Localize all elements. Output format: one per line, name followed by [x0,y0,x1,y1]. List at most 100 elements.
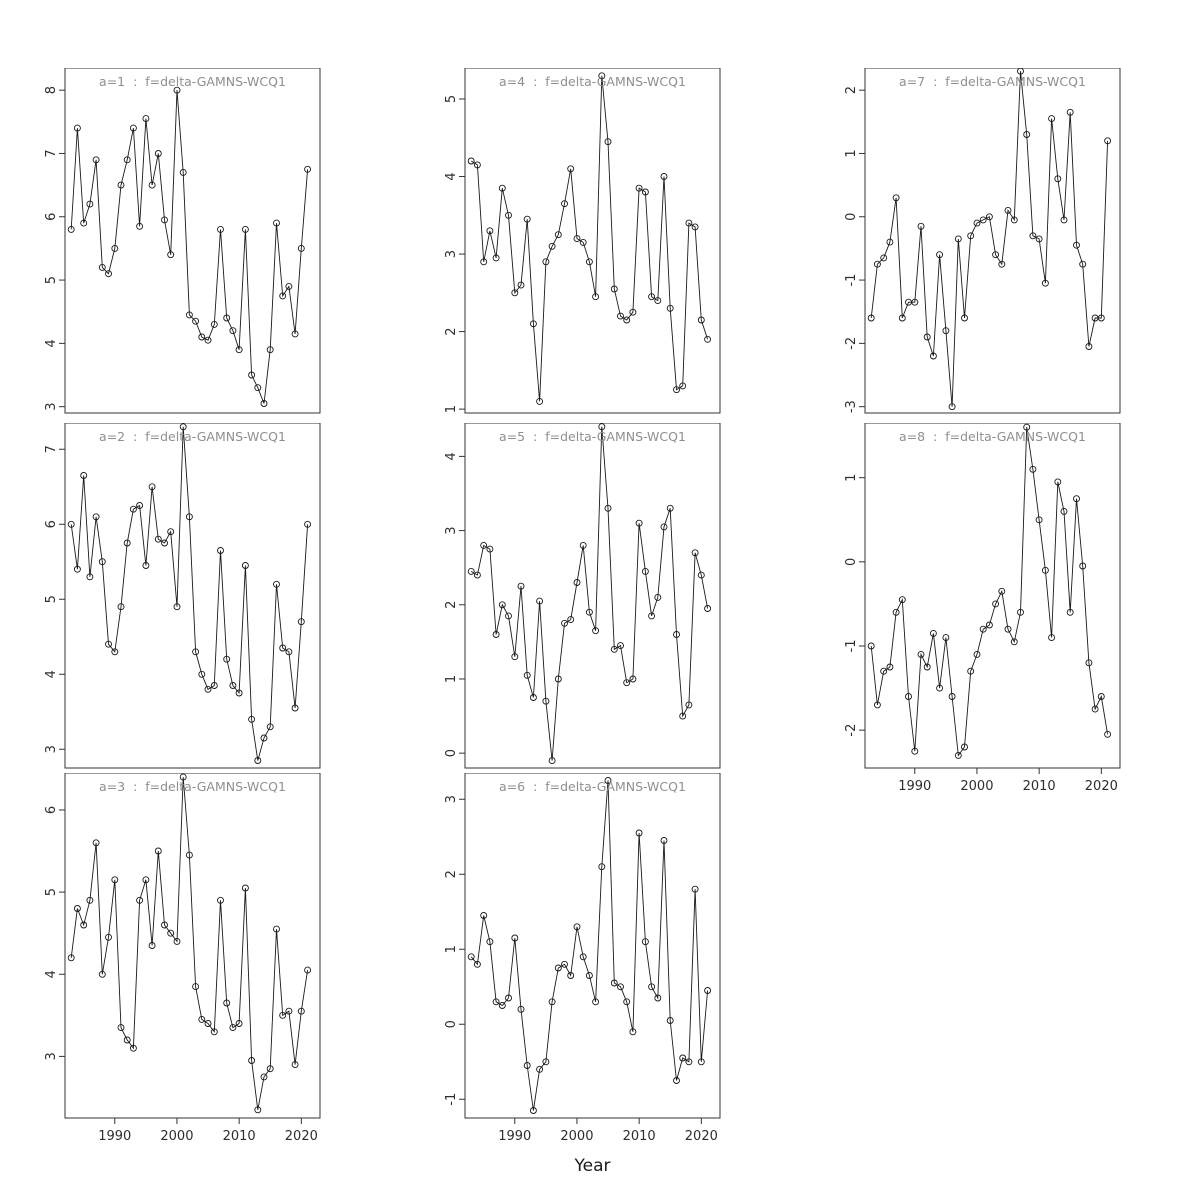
observation-point [685,219,693,227]
observation-point [635,519,643,527]
observation-point [898,596,906,604]
observation-point [567,616,575,624]
observation-point [517,1005,525,1013]
observation-point [1017,68,1024,75]
fit-line [870,71,1109,407]
observation-point [98,558,106,566]
observation-point [254,1106,262,1114]
panel-a8: -2 -1 0 1 1990 2000 2010 2020 a=8 : f=delta-GAM… [815,423,1125,808]
observation-point [704,987,712,994]
observation-point [697,1058,705,1066]
observation-point [567,972,575,979]
observation-point [598,72,606,80]
observation-point [498,1002,506,1009]
observation-point [273,580,280,588]
y-tick-label: 4 [44,970,59,978]
observation-point [1035,516,1043,524]
observation-point [86,896,94,904]
observation-point [529,320,537,328]
observation-point [254,757,262,764]
observation-point [198,333,206,341]
observation-point [691,223,699,231]
observation-point [480,541,488,549]
observation-point [148,181,156,189]
observation-point [498,601,506,609]
panel-box [464,68,721,414]
observation-point [1073,241,1080,249]
observation-point [198,1015,206,1023]
y-tick-label: 1 [844,474,859,482]
observation-point [1085,343,1093,350]
observation-point [536,597,544,605]
observation-point [979,216,987,224]
observation-point [573,923,581,931]
observation-point [554,964,562,972]
observation-point [241,562,249,569]
observation-point [123,1036,131,1044]
observation-point [917,222,925,230]
observation-point [204,685,212,693]
observation-point [217,547,224,554]
observation-point [1060,216,1068,224]
observation-point [654,593,662,601]
observation-point [192,983,200,991]
y-tick-label: -1 [444,1093,459,1106]
x-tick-label: 2010 [223,1129,256,1144]
observation-point [505,612,512,620]
x-tick-label: 1990 [98,1129,131,1144]
observation-point [105,270,112,278]
observation-point [673,386,680,394]
observation-point [192,648,200,656]
observation-point [704,605,712,612]
observation-point [273,925,280,933]
y-tick-label: -1 [844,274,859,287]
y-tick-label: 4 [44,670,59,678]
observation-point [648,293,656,301]
observation-point [105,640,112,648]
observation-point [592,293,600,301]
observation-point [660,837,668,844]
observation-point [629,1028,637,1036]
y-tick-label: 5 [44,888,59,896]
observation-point [111,876,119,884]
observation-point [660,173,668,180]
observation-point [548,242,556,250]
plot-a5: 0 1 2 3 4 [444,423,721,769]
observation-point [954,751,962,759]
observation-point [685,701,693,709]
observation-point [129,505,137,513]
observation-point [179,168,187,176]
observation-point [635,184,643,192]
observation-point [992,600,1000,608]
observation-point [623,998,631,1006]
observation-point [1004,206,1012,214]
observation-point [304,520,312,528]
observation-point [486,938,494,946]
observation-point [67,954,75,962]
observation-point [511,934,519,942]
observation-point [279,292,287,300]
observation-point [1091,705,1099,713]
observation-point [1073,495,1080,503]
observation-point [598,423,606,431]
observation-point [542,1058,550,1066]
observation-point [1041,566,1049,574]
observation-point [223,999,231,1007]
observation-point [579,541,587,549]
observation-point [173,937,181,945]
observation-point [1029,465,1037,473]
observation-point [936,684,944,692]
x-tick-label: 2000 [960,779,993,794]
observation-point [610,285,618,293]
observation-point [985,213,993,221]
observation-point [492,998,500,1006]
observation-point [154,535,162,543]
observation-point [467,157,475,165]
observation-point [998,587,1006,595]
y-tick-label: 3 [444,795,459,803]
y-tick-label: 0 [444,749,459,757]
observation-point [536,1065,544,1073]
plot-a8: -2 -1 0 1 1990 2000 2010 2020 [844,423,1121,794]
observation-point [248,1057,256,1064]
